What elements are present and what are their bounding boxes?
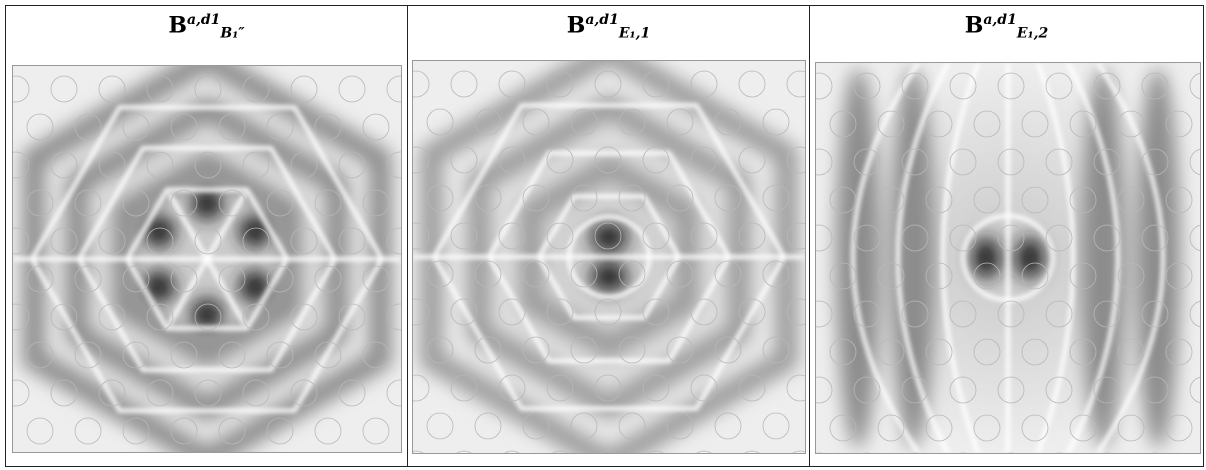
title-sup: a,d1 bbox=[983, 12, 1016, 28]
panel-title: Ba,d1B₁″ bbox=[6, 12, 407, 42]
site bbox=[815, 453, 832, 454]
lobe bbox=[238, 214, 272, 248]
shade-band bbox=[1136, 68, 1180, 448]
field-map bbox=[815, 62, 1201, 454]
lobe bbox=[590, 262, 628, 292]
panel: Ba,d1E₁,2 bbox=[809, 5, 1204, 467]
title-sub: E₁,2 bbox=[1017, 26, 1048, 42]
site bbox=[854, 453, 880, 454]
site bbox=[950, 453, 976, 454]
title-sup: a,d1 bbox=[187, 12, 220, 28]
lobe bbox=[972, 237, 1000, 279]
figure: Ba,d1B₁″ Ba,d1E₁,1 Ba,d1E₁,2 bbox=[0, 0, 1206, 470]
panel: Ba,d1B₁″ bbox=[5, 5, 408, 467]
lobe bbox=[590, 222, 628, 252]
site bbox=[1046, 453, 1072, 454]
title-sup: a,d1 bbox=[585, 12, 618, 28]
title-base: B bbox=[965, 12, 984, 38]
title-sub: E₁,1 bbox=[619, 26, 650, 42]
lobe bbox=[1016, 237, 1044, 279]
site bbox=[902, 453, 928, 454]
panel-title: Ba,d1E₁,2 bbox=[810, 12, 1203, 42]
title-base: B bbox=[168, 12, 187, 38]
site bbox=[1142, 453, 1168, 454]
panel-title: Ba,d1E₁,1 bbox=[408, 12, 809, 42]
panel: Ba,d1E₁,1 bbox=[407, 5, 810, 467]
title-base: B bbox=[567, 12, 586, 38]
title-sub: B₁″ bbox=[220, 26, 244, 42]
site bbox=[1190, 453, 1201, 454]
site bbox=[1094, 453, 1120, 454]
lobe bbox=[142, 214, 176, 248]
shade-band bbox=[836, 68, 880, 448]
field-map bbox=[12, 65, 402, 453]
field-map bbox=[412, 60, 806, 454]
site bbox=[998, 453, 1024, 454]
